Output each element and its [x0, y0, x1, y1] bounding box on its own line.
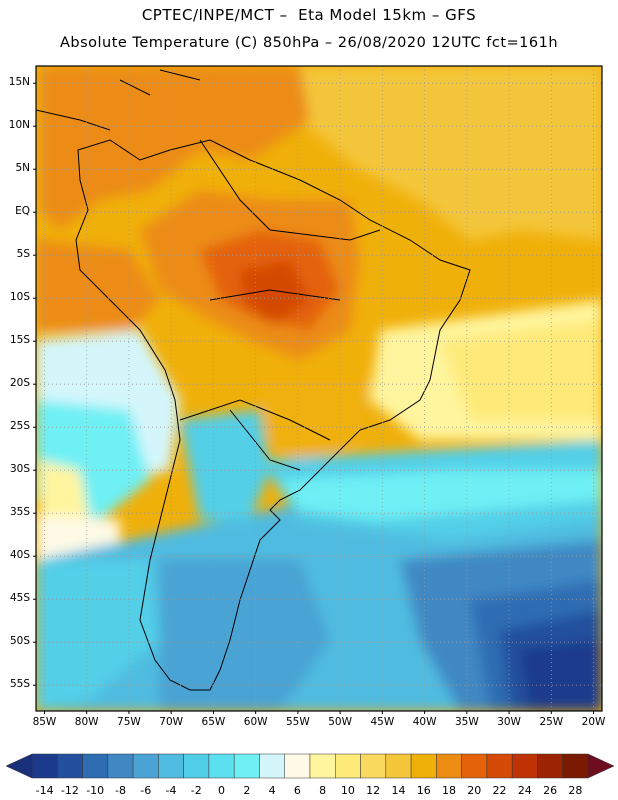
colorbar-label: 8	[319, 784, 327, 797]
lon-label: 45W	[370, 716, 395, 728]
colorbar-label: -10	[86, 784, 105, 797]
map-frame	[35, 65, 603, 712]
colorbar-swatch	[335, 753, 361, 779]
lat-label: 55S	[9, 678, 30, 691]
colorbar-label: 22	[492, 784, 507, 797]
colorbar-swatch	[183, 753, 210, 779]
colorbar	[5, 753, 615, 779]
colorbar-arrow-left	[5, 753, 33, 779]
lon-label: 85W	[32, 716, 57, 728]
lon-label: 75W	[117, 716, 141, 728]
lat-label: 35S	[9, 506, 30, 519]
colorbar-swatch	[537, 753, 563, 779]
lon-label: 55W	[286, 716, 310, 728]
colorbar-label: -2	[190, 784, 202, 797]
colorbar-label: 4	[268, 784, 276, 797]
colorbar-label: -14	[35, 784, 54, 797]
lat-label: EQ	[15, 205, 30, 218]
temperature-field	[36, 66, 602, 711]
colorbar-label: -12	[60, 784, 79, 797]
lat-label: 15S	[9, 334, 30, 347]
colorbar-swatch	[511, 753, 538, 779]
colorbar-swatch	[461, 753, 488, 779]
lat-label: 20S	[9, 377, 30, 390]
colorbar-swatch	[486, 753, 513, 779]
colorbar-swatch	[385, 753, 412, 779]
colorbar-label: 26	[543, 784, 558, 797]
colorbar-label: 6	[293, 784, 301, 797]
lon-label: 35W	[454, 716, 479, 728]
colorbar-swatch	[360, 753, 387, 779]
title-line-2: Absolute Temperature (C) 850hPa – 26/08/…	[59, 35, 559, 51]
colorbar-swatch	[436, 753, 462, 779]
lat-label: 15N	[8, 76, 30, 89]
lat-label: 5S	[16, 248, 30, 261]
lon-label: 60W	[243, 716, 268, 728]
lon-label: 20W	[581, 716, 606, 728]
colorbar-swatch	[284, 753, 311, 779]
colorbar-swatch	[82, 753, 109, 779]
colorbar-label: 10	[340, 784, 355, 797]
title-line-1: CPTEC/INPE/MCT – Eta Model 15km – GFS	[141, 6, 477, 24]
lat-label: 30S	[9, 463, 30, 476]
colorbar-label: 18	[442, 784, 456, 797]
colorbar-swatch	[31, 753, 58, 779]
lon-label: 40W	[412, 716, 437, 728]
colorbar-label: 20	[467, 784, 482, 797]
lon-label: 30W	[497, 716, 521, 728]
colorbar-label: -6	[140, 784, 152, 797]
lon-label: 70W	[159, 716, 184, 728]
colorbar-label: 2	[243, 784, 251, 797]
colorbar-swatch	[309, 753, 336, 779]
colorbar-label: -4	[165, 784, 177, 797]
lat-label: 40S	[9, 549, 30, 562]
lat-label: 25S	[9, 420, 30, 433]
colorbar-swatch	[233, 753, 260, 779]
colorbar-label: 16	[416, 784, 431, 797]
colorbar-label: -8	[114, 784, 126, 797]
lat-label: 45S	[9, 592, 30, 605]
colorbar-swatch	[57, 753, 83, 779]
lat-label: 10N	[8, 119, 30, 132]
lon-label: 50W	[328, 716, 352, 728]
colorbar-swatch	[208, 753, 235, 779]
colorbar-label: 14	[391, 784, 406, 797]
colorbar-label: 12	[366, 784, 381, 797]
lon-label: 65W	[201, 716, 226, 728]
colorbar-swatch	[132, 753, 159, 779]
colorbar-label: 28	[568, 784, 583, 797]
lat-label: 10S	[9, 291, 30, 304]
colorbar-swatch	[410, 753, 437, 779]
lat-label: 5N	[15, 162, 30, 175]
colorbar-arrow-right	[587, 753, 615, 779]
lon-label: 80W	[74, 716, 99, 728]
colorbar-swatch	[562, 753, 589, 779]
lon-label: 25W	[539, 716, 564, 728]
coastline	[36, 69, 471, 691]
colorbar-label: 0	[218, 784, 226, 797]
colorbar-swatch	[158, 753, 184, 779]
colorbar-swatch	[259, 753, 285, 779]
colorbar-label: 24	[517, 784, 532, 797]
lat-label: 50S	[9, 635, 30, 648]
colorbar-swatch	[107, 753, 134, 779]
